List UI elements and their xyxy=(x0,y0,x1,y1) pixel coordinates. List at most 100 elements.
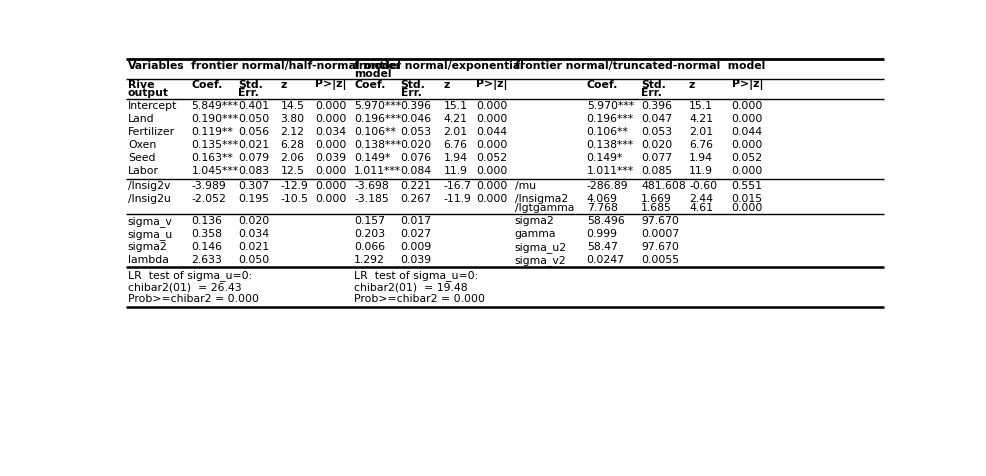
Text: 0.190***: 0.190*** xyxy=(191,114,239,124)
Text: 0.000: 0.000 xyxy=(476,181,507,191)
Text: 0.056: 0.056 xyxy=(238,127,269,137)
Text: 0.000: 0.000 xyxy=(316,194,347,204)
Text: -11.9: -11.9 xyxy=(444,194,471,204)
Text: 0.196***: 0.196*** xyxy=(587,114,634,124)
Text: 5.970***: 5.970*** xyxy=(354,100,401,110)
Text: 0.000: 0.000 xyxy=(316,100,347,110)
Text: 0.053: 0.053 xyxy=(641,127,672,137)
Text: sigma_v2: sigma_v2 xyxy=(515,255,566,266)
Text: 0.000: 0.000 xyxy=(476,194,507,204)
Text: model: model xyxy=(354,69,391,79)
Text: Std.: Std. xyxy=(641,80,666,90)
Text: 0.195: 0.195 xyxy=(238,194,269,204)
Text: -12.9: -12.9 xyxy=(281,181,309,191)
Text: LR  test of sigma_u=0:: LR test of sigma_u=0: xyxy=(354,270,478,281)
Text: 0.000: 0.000 xyxy=(316,140,347,150)
Text: Variables: Variables xyxy=(128,60,184,70)
Text: 0.196***: 0.196*** xyxy=(354,114,401,124)
Text: 0.163**: 0.163** xyxy=(191,153,234,163)
Text: P>|z|: P>|z| xyxy=(316,79,347,90)
Text: 1.94: 1.94 xyxy=(689,153,713,163)
Text: -3.185: -3.185 xyxy=(354,194,388,204)
Text: Oxen: Oxen xyxy=(128,140,156,150)
Text: 0.999: 0.999 xyxy=(587,229,617,239)
Text: 0.077: 0.077 xyxy=(641,153,672,163)
Text: Coef.: Coef. xyxy=(191,80,223,90)
Text: 7.768: 7.768 xyxy=(587,203,617,213)
Text: 0.307: 0.307 xyxy=(238,181,269,191)
Text: 5.849***: 5.849*** xyxy=(191,100,239,110)
Text: 0.267: 0.267 xyxy=(400,194,432,204)
Text: 481.608: 481.608 xyxy=(641,181,685,191)
Text: 0.149*: 0.149* xyxy=(354,153,390,163)
Text: 0.0247: 0.0247 xyxy=(587,256,625,266)
Text: z: z xyxy=(281,80,287,90)
Text: -0.60: -0.60 xyxy=(689,181,717,191)
Text: 0.000: 0.000 xyxy=(732,100,763,110)
Text: sigma_v: sigma_v xyxy=(128,216,173,227)
Text: 0.015: 0.015 xyxy=(732,194,763,204)
Text: 1.292: 1.292 xyxy=(354,256,386,266)
Text: Intercept: Intercept xyxy=(128,100,177,110)
Text: 0.0007: 0.0007 xyxy=(641,229,679,239)
Text: LR  test of sigma_u=0:: LR test of sigma_u=0: xyxy=(128,270,252,281)
Text: Prob>=chibar2 = 0.000: Prob>=chibar2 = 0.000 xyxy=(128,294,259,304)
Text: 0.021: 0.021 xyxy=(238,140,269,150)
Text: 58.47: 58.47 xyxy=(587,242,617,252)
Text: 0.0055: 0.0055 xyxy=(641,256,679,266)
Text: /lnsigma2: /lnsigma2 xyxy=(515,194,568,204)
Text: -16.7: -16.7 xyxy=(444,181,471,191)
Text: 97.670: 97.670 xyxy=(641,216,678,226)
Text: frontier normal/half-normal model: frontier normal/half-normal model xyxy=(191,60,401,70)
Text: 5.970***: 5.970*** xyxy=(587,100,634,110)
Text: Labor: Labor xyxy=(128,166,159,176)
Text: 0.047: 0.047 xyxy=(641,114,672,124)
Text: sigma_u: sigma_u xyxy=(128,229,174,240)
Text: 11.9: 11.9 xyxy=(444,166,467,176)
Text: 0.034: 0.034 xyxy=(316,127,346,137)
Text: 0.000: 0.000 xyxy=(316,114,347,124)
Text: 1.685: 1.685 xyxy=(641,203,671,213)
Text: 4.61: 4.61 xyxy=(689,203,713,213)
Text: 0.135***: 0.135*** xyxy=(191,140,239,150)
Text: 0.021: 0.021 xyxy=(238,242,269,252)
Text: 0.000: 0.000 xyxy=(732,203,763,213)
Text: chibar2(01)  = 19.48: chibar2(01) = 19.48 xyxy=(354,282,467,292)
Text: 0.136: 0.136 xyxy=(191,216,223,226)
Text: 0.050: 0.050 xyxy=(238,114,269,124)
Text: 1.94: 1.94 xyxy=(444,153,467,163)
Text: Std.: Std. xyxy=(400,80,426,90)
Text: -3.698: -3.698 xyxy=(354,181,388,191)
Text: 1.669: 1.669 xyxy=(641,194,671,204)
Text: 0.000: 0.000 xyxy=(476,100,507,110)
Text: 12.5: 12.5 xyxy=(281,166,305,176)
Text: 0.000: 0.000 xyxy=(732,140,763,150)
Text: Err.: Err. xyxy=(400,88,422,98)
Text: 4.21: 4.21 xyxy=(689,114,713,124)
Text: -2.052: -2.052 xyxy=(191,194,227,204)
Text: 0.203: 0.203 xyxy=(354,229,386,239)
Text: Fertilizer: Fertilizer xyxy=(128,127,176,137)
Text: lambda: lambda xyxy=(128,256,169,266)
Text: 1.011***: 1.011*** xyxy=(587,166,634,176)
Text: 0.551: 0.551 xyxy=(732,181,762,191)
Text: 0.157: 0.157 xyxy=(354,216,386,226)
Text: 0.044: 0.044 xyxy=(476,127,507,137)
Text: Coef.: Coef. xyxy=(354,80,386,90)
Text: /lnsig2v: /lnsig2v xyxy=(128,181,171,191)
Text: sigma_u2: sigma_u2 xyxy=(515,242,567,253)
Text: 15.1: 15.1 xyxy=(444,100,467,110)
Text: 0.138***: 0.138*** xyxy=(587,140,634,150)
Text: 0.138***: 0.138*** xyxy=(354,140,401,150)
Text: 0.000: 0.000 xyxy=(316,166,347,176)
Text: /lnsig2u: /lnsig2u xyxy=(128,194,171,204)
Text: 0.053: 0.053 xyxy=(400,127,432,137)
Text: 2.12: 2.12 xyxy=(281,127,305,137)
Text: Err.: Err. xyxy=(641,88,662,98)
Text: 2.633: 2.633 xyxy=(191,256,222,266)
Text: 0.084: 0.084 xyxy=(400,166,432,176)
Text: 0.079: 0.079 xyxy=(238,153,269,163)
Text: 0.000: 0.000 xyxy=(732,166,763,176)
Text: 0.146: 0.146 xyxy=(191,242,223,252)
Text: z: z xyxy=(444,80,450,90)
